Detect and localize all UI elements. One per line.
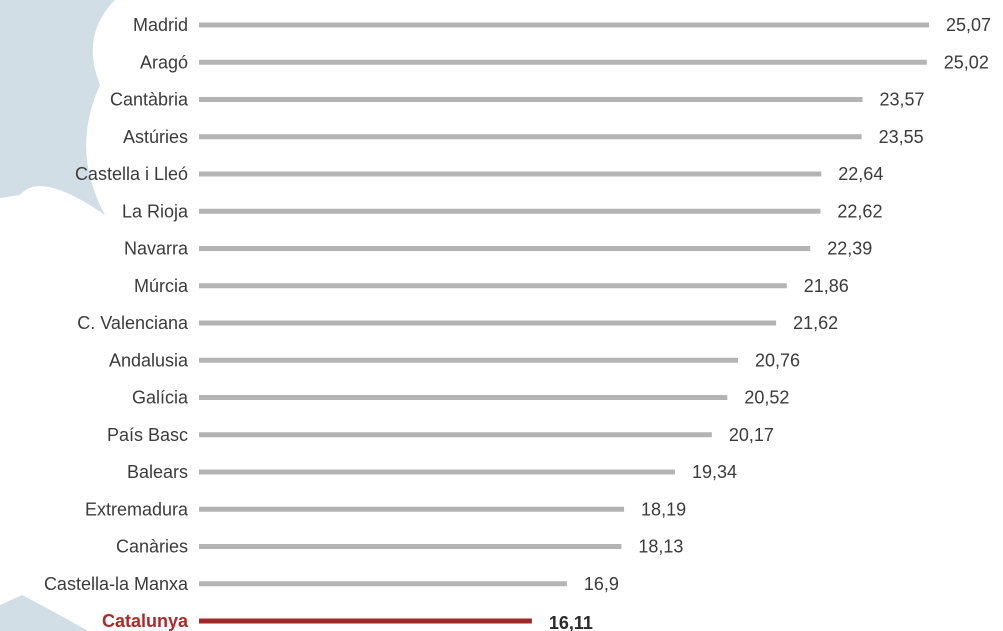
bar bbox=[199, 283, 787, 289]
bar bbox=[199, 357, 738, 363]
category-label: C. Valenciana bbox=[77, 313, 189, 333]
category-label: Canàries bbox=[116, 537, 188, 557]
value-label: 23,57 bbox=[880, 90, 925, 110]
value-label: 25,07 bbox=[946, 15, 991, 35]
value-label: 22,39 bbox=[827, 239, 872, 259]
bar bbox=[199, 22, 929, 28]
decorative-background-shape-bottom bbox=[0, 595, 88, 631]
bar bbox=[199, 97, 863, 102]
category-label: Castella i Lleó bbox=[75, 164, 188, 184]
bar bbox=[199, 432, 712, 438]
value-label: 16,9 bbox=[584, 574, 619, 594]
category-label: Balears bbox=[127, 462, 188, 482]
category-label: La Rioja bbox=[122, 201, 189, 221]
bar bbox=[199, 544, 622, 549]
value-label: 16,11 bbox=[549, 613, 593, 631]
value-label: 21,62 bbox=[793, 313, 838, 333]
bar bbox=[199, 246, 811, 251]
category-label: País Basc bbox=[107, 425, 188, 445]
bars-layer: Madrid 25,07 Aragó 25,02 Cantàbria 23,57 Astúr… bbox=[44, 15, 991, 631]
category-label: Castella-la Manxa bbox=[44, 574, 189, 594]
value-label: 22,64 bbox=[838, 164, 883, 184]
category-label: Galícia bbox=[132, 388, 189, 408]
decorative-background-shape bbox=[0, 0, 115, 215]
bar bbox=[199, 320, 777, 326]
bar bbox=[199, 395, 728, 400]
bar bbox=[199, 59, 927, 65]
value-label: 21,86 bbox=[804, 276, 849, 296]
bar bbox=[199, 134, 862, 140]
value-label: 18,13 bbox=[638, 537, 683, 557]
value-label: 20,17 bbox=[729, 425, 774, 445]
bar bbox=[199, 506, 625, 512]
bar bbox=[199, 469, 676, 475]
category-label: Aragó bbox=[140, 52, 188, 72]
value-label: 22,62 bbox=[837, 201, 882, 221]
value-label: 23,55 bbox=[879, 127, 924, 147]
bar bbox=[199, 581, 567, 587]
bar bbox=[199, 208, 821, 214]
value-label: 20,52 bbox=[744, 388, 789, 408]
bar bbox=[199, 171, 822, 177]
category-label: Andalusia bbox=[109, 350, 189, 370]
value-label: 19,34 bbox=[692, 462, 737, 482]
value-label: 20,76 bbox=[755, 350, 800, 370]
value-label: 25,02 bbox=[944, 52, 989, 72]
bar bbox=[199, 618, 532, 624]
category-label: Cantàbria bbox=[110, 90, 189, 110]
category-label: Catalunya bbox=[102, 611, 189, 631]
category-label: Madrid bbox=[133, 15, 188, 35]
category-label: Extremadura bbox=[85, 499, 189, 519]
category-label: Navarra bbox=[124, 239, 189, 259]
category-label: Múrcia bbox=[134, 276, 189, 296]
value-label: 18,19 bbox=[641, 499, 686, 519]
category-label: Astúries bbox=[123, 127, 188, 147]
